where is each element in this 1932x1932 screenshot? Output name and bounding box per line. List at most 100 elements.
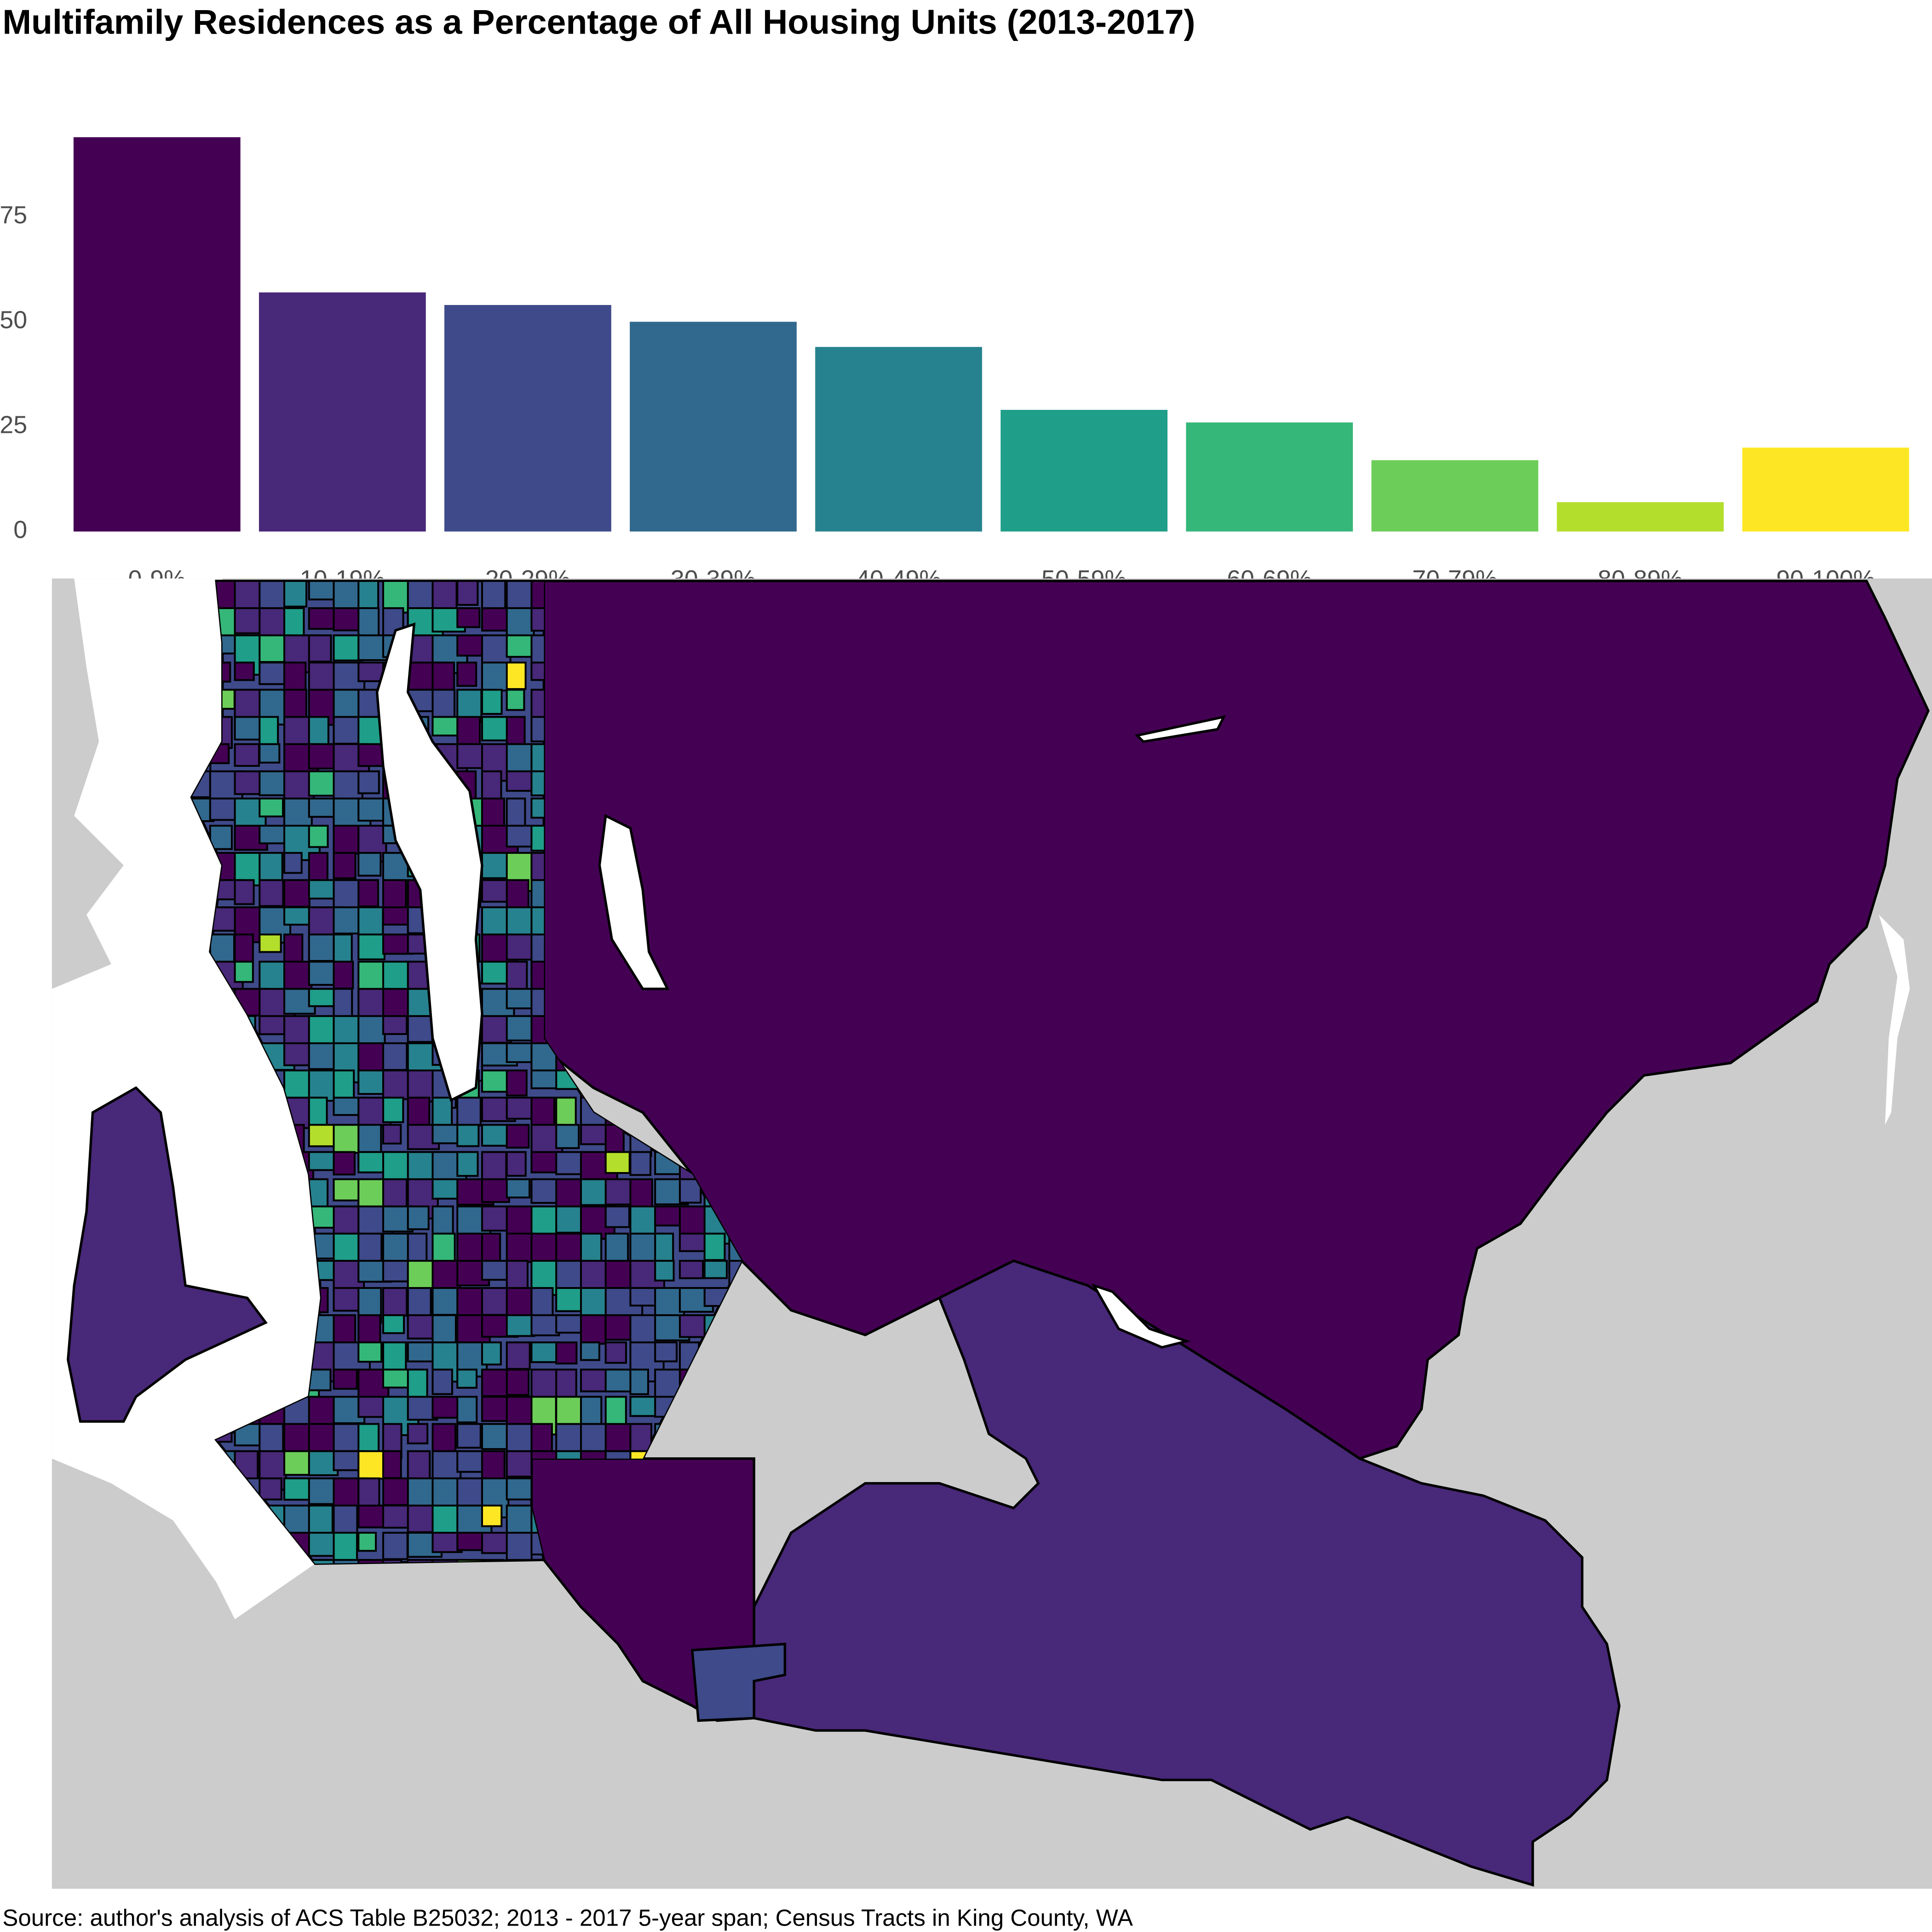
bar <box>1186 422 1353 532</box>
tract <box>308 1559 336 1564</box>
tract <box>234 879 255 905</box>
tract <box>283 1450 312 1476</box>
bar <box>815 347 982 532</box>
tract <box>357 879 379 908</box>
tract <box>382 1450 402 1479</box>
tract <box>604 1151 631 1174</box>
tract <box>456 1368 478 1389</box>
tract <box>308 607 335 630</box>
tract <box>259 1477 282 1501</box>
tract <box>506 1015 535 1041</box>
caption: Source: author's analysis of ACS Table B… <box>2 1905 1133 1931</box>
tract <box>259 1015 288 1035</box>
tract <box>407 1504 436 1533</box>
tract <box>333 1504 358 1538</box>
tract <box>382 1042 408 1071</box>
tract <box>382 1314 405 1334</box>
bar <box>1000 410 1168 532</box>
tract <box>654 1341 678 1363</box>
tract <box>629 1151 652 1176</box>
tract <box>357 1396 385 1418</box>
tract <box>506 716 526 746</box>
tract <box>456 1151 479 1177</box>
tract <box>604 1341 627 1364</box>
tract <box>308 852 328 883</box>
river <box>1879 914 1910 1125</box>
tract <box>703 1232 726 1261</box>
tract <box>604 1205 630 1228</box>
bar <box>1557 502 1724 532</box>
tract <box>456 607 481 628</box>
tract <box>382 906 413 926</box>
tract <box>407 1205 430 1230</box>
tract <box>506 770 535 792</box>
bar <box>259 292 426 532</box>
tract <box>283 581 308 608</box>
tract <box>481 1532 509 1554</box>
tract <box>629 1396 658 1417</box>
tract <box>308 634 332 663</box>
tract <box>333 1151 356 1176</box>
tract <box>703 1259 728 1279</box>
tract <box>456 1396 478 1424</box>
tract <box>456 581 479 606</box>
tract <box>506 1259 529 1289</box>
tract <box>506 1178 531 1199</box>
tract <box>407 1423 429 1444</box>
tract <box>654 1259 675 1282</box>
tract <box>678 1259 704 1279</box>
tract <box>431 1232 456 1262</box>
tract <box>259 743 281 764</box>
southwest-tract <box>690 1643 787 1722</box>
tract <box>333 960 354 989</box>
tract <box>333 1559 371 1564</box>
bar <box>73 137 241 532</box>
tract <box>333 1070 355 1100</box>
tract <box>357 933 385 960</box>
bar <box>444 305 611 532</box>
tract <box>333 1532 358 1564</box>
tract <box>407 1015 433 1043</box>
tract <box>506 689 525 711</box>
tract <box>234 743 260 767</box>
tract <box>506 1124 530 1149</box>
reservoir <box>1091 1283 1191 1349</box>
tract <box>530 1178 560 1204</box>
tract <box>506 1097 533 1120</box>
tract <box>555 1287 584 1312</box>
tract <box>654 1232 674 1265</box>
tract <box>382 1532 408 1560</box>
tract <box>506 879 529 913</box>
tract <box>308 770 339 797</box>
y-axis-label: # of tracts <box>0 274 6 394</box>
east-county <box>530 580 1930 1460</box>
tract <box>481 797 506 827</box>
lake <box>1134 715 1226 743</box>
bar-plot: 02550750-9%10-19%20-29%30-39%40-49%50-59… <box>0 137 1909 593</box>
tract <box>333 1287 362 1312</box>
tract <box>283 852 303 874</box>
tract <box>407 1232 428 1263</box>
tract <box>382 1287 408 1317</box>
tract <box>234 770 263 795</box>
tract <box>481 1504 503 1527</box>
tract <box>308 1368 332 1392</box>
y-tick-label: 0 <box>13 516 27 544</box>
tract <box>357 797 388 822</box>
tract <box>407 1341 436 1363</box>
tract <box>357 770 380 794</box>
tract <box>506 634 535 658</box>
vashon-island <box>67 1086 268 1423</box>
tract <box>481 852 509 880</box>
tract <box>456 1423 482 1449</box>
tract <box>357 1504 385 1529</box>
tract <box>481 1124 509 1147</box>
tract <box>357 852 382 877</box>
tract <box>308 824 329 848</box>
tract <box>580 1423 608 1454</box>
map <box>52 578 1932 1889</box>
tract <box>506 1070 528 1097</box>
tract <box>456 743 485 769</box>
tract <box>209 824 233 850</box>
